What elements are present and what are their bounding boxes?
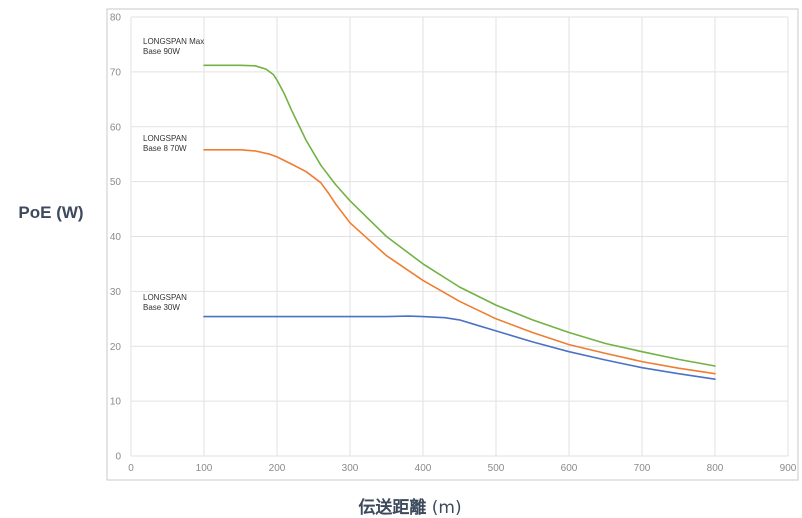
y-tick-label: 80 [110, 13, 122, 24]
x-tick-label: 800 [707, 463, 724, 474]
series-line-1 [203, 64, 716, 367]
x-axis-label-unit: (m) [431, 498, 462, 518]
x-tick-label: 700 [634, 463, 651, 474]
x-tick-label: 200 [269, 463, 286, 474]
x-tick-labels: 0 100 200 300 400 500 600 700 800 900 [128, 463, 797, 474]
y-tick-label: 30 [110, 287, 122, 298]
series-line-2 [203, 149, 716, 375]
x-tick-label: 100 [196, 463, 213, 474]
x-axis-label: 伝送距離 (m) [330, 493, 490, 518]
y-tick-labels: 0 10 20 30 40 50 60 70 80 [110, 13, 122, 463]
y-axis-label: PoE (W) [18, 203, 84, 222]
y-tick-label: 70 [110, 67, 122, 78]
y-tick-label: 10 [110, 397, 122, 408]
x-tick-label: 600 [561, 463, 578, 474]
series-annotation-1: LONGSPAN Max Base 90W [143, 37, 204, 56]
series-annotations: LONGSPAN Max Base 90W LONGSPAN Base 8 70W LO… [143, 37, 204, 312]
line-chart: 0 10 20 30 40 50 60 70 80 0 100 200 300 400 500 600 700… [106, 8, 799, 481]
x-tick-label: 400 [415, 463, 432, 474]
x-tick-label: 500 [488, 463, 505, 474]
y-tick-label: 20 [110, 342, 122, 353]
y-tick-label: 0 [115, 452, 121, 463]
series-line-3 [203, 315, 716, 381]
series-annotation-3: LONGSPAN Base 30W [143, 293, 187, 312]
x-tick-label: 0 [128, 463, 134, 474]
y-tick-label: 40 [110, 232, 122, 243]
x-tick-label: 900 [780, 463, 797, 474]
y-tick-label: 50 [110, 177, 122, 188]
y-tick-label: 60 [110, 122, 122, 133]
x-axis-label-main: 伝送距離 [358, 498, 427, 518]
series-annotation-2: LONGSPAN Base 8 70W [143, 134, 187, 153]
x-tick-label: 300 [342, 463, 359, 474]
plot-frame [106, 8, 799, 481]
series-lines [203, 64, 716, 381]
grid-lines [130, 16, 789, 457]
